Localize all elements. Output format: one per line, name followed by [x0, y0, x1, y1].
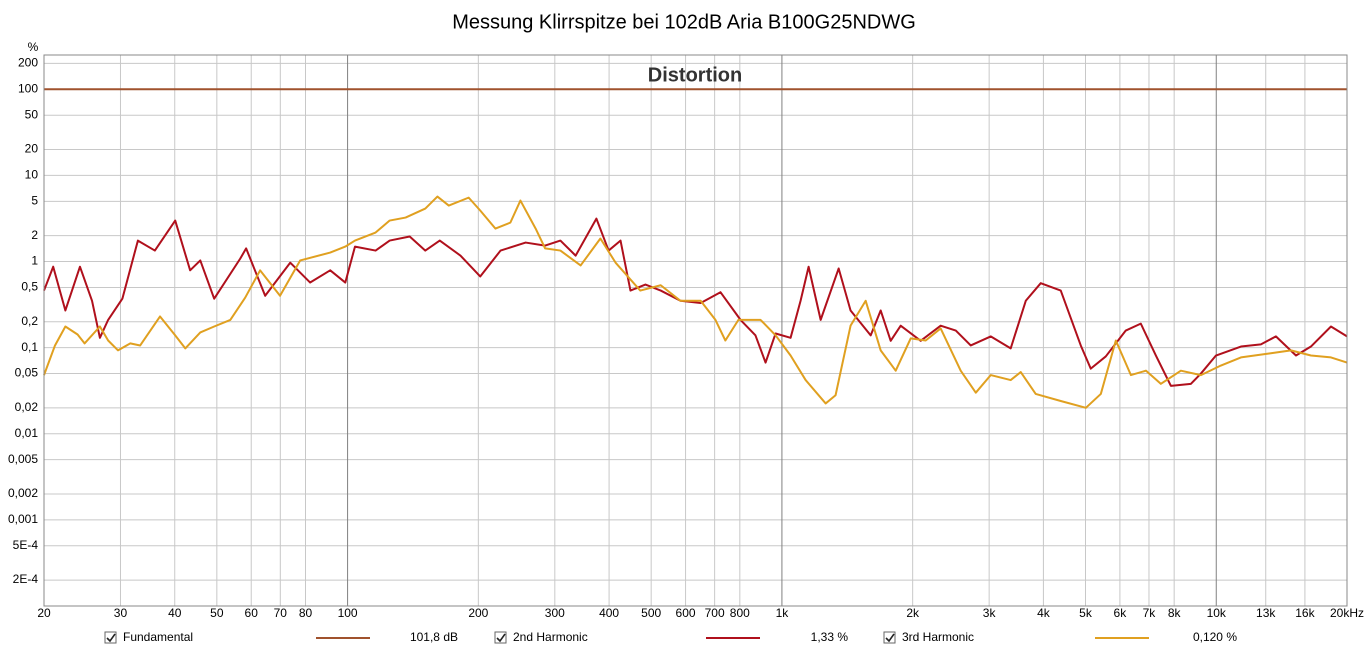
x-tick-label: 2k	[906, 606, 920, 620]
y-tick-label: 2E-4	[13, 572, 39, 586]
y-tick-label: 0,1	[21, 340, 38, 354]
y-tick-label: 0,001	[8, 512, 38, 526]
x-tick-label: 13k	[1256, 606, 1276, 620]
x-tick-label: 800	[730, 606, 750, 620]
y-tick-label: 5E-4	[13, 538, 39, 552]
y-tick-label: 20	[25, 142, 39, 156]
y-tick-label: 0,05	[15, 366, 39, 380]
legend-readout: 101,8 dB	[410, 630, 458, 644]
x-tick-label: 1k	[776, 606, 790, 620]
y-tick-label: 10	[25, 168, 39, 182]
legend-label: 2nd Harmonic	[513, 630, 588, 644]
annotation: Distortion	[648, 64, 742, 86]
x-tick-label: 30	[114, 606, 128, 620]
y-axis-label: %	[28, 40, 39, 54]
x-tick-label: 60	[245, 606, 259, 620]
legend-checkmark[interactable]	[106, 633, 116, 643]
y-tick-label: 2	[31, 228, 38, 242]
x-tick-label: 50	[210, 606, 224, 620]
x-tick-label: 70	[274, 606, 288, 620]
y-tick-label: 0,2	[21, 314, 38, 328]
x-tick-label: 200	[468, 606, 488, 620]
x-tick-label: 600	[676, 606, 696, 620]
legend-checkbox[interactable]	[104, 631, 117, 644]
x-tick-label: 5k	[1079, 606, 1093, 620]
x-tick-label: 16k	[1295, 606, 1315, 620]
x-tick-label: 7k	[1143, 606, 1157, 620]
x-tick-label: 6k	[1114, 606, 1128, 620]
x-tick-label: 20kHz	[1330, 606, 1364, 620]
y-tick-label: 0,02	[15, 400, 39, 414]
x-tick-label: 10k	[1207, 606, 1227, 620]
legend-label: 3rd Harmonic	[902, 630, 974, 644]
x-tick-label: 80	[299, 606, 313, 620]
y-tick-label: 5	[31, 193, 38, 207]
x-tick-label: 500	[641, 606, 661, 620]
y-tick-label: 200	[18, 56, 38, 70]
y-tick-label: 0,002	[8, 486, 38, 500]
x-tick-label: 40	[168, 606, 182, 620]
x-tick-label: 3k	[983, 606, 997, 620]
chart-title: Messung Klirrspitze bei 102dB Aria B100G…	[452, 11, 916, 33]
legend-checkbox[interactable]	[883, 631, 896, 644]
plot-lines	[43, 88, 1348, 409]
y-tick-label: 0,01	[15, 426, 39, 440]
legend-checkmark[interactable]	[885, 633, 895, 643]
series-line	[43, 195, 1348, 409]
x-tick-label: 4k	[1037, 606, 1051, 620]
x-tick-label: 300	[545, 606, 565, 620]
x-tick-label: 8k	[1168, 606, 1182, 620]
legend: Fundamental 101,8 dB 2nd Harmonic 1,33 % 3rd…	[104, 630, 1237, 644]
legend-checkbox[interactable]	[494, 631, 507, 644]
y-tick-label: 0,005	[8, 452, 38, 466]
y-tick-label: 50	[25, 107, 39, 121]
legend-readout: 1,33 %	[811, 630, 849, 644]
legend-checkmark[interactable]	[496, 633, 506, 643]
legend-label: Fundamental	[123, 630, 193, 644]
x-tick-label: 400	[599, 606, 619, 620]
legend-readout: 0,120 %	[1193, 630, 1237, 644]
plot-frame	[43, 54, 1348, 607]
series-line	[43, 217, 1348, 387]
x-tick-label: 700	[705, 606, 725, 620]
x-tick-label: 100	[338, 606, 358, 620]
y-tick-label: 1	[31, 254, 38, 268]
y-tick-label: 100	[18, 81, 38, 95]
y-tick-label: 0,5	[21, 280, 38, 294]
x-tick-label: 20	[37, 606, 51, 620]
